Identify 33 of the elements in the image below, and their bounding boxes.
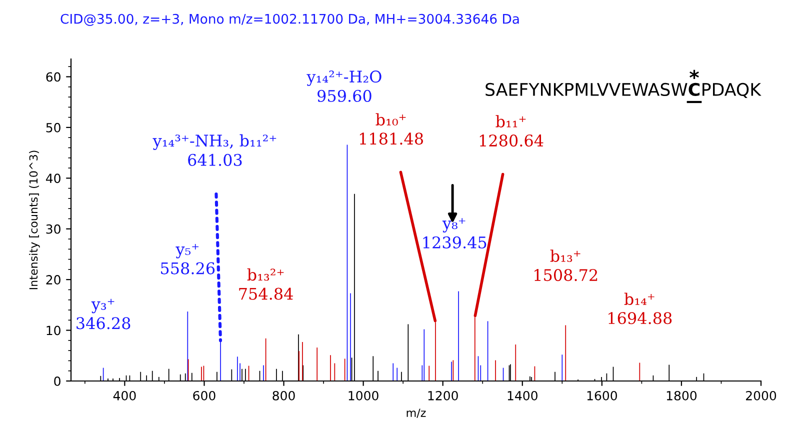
y-axis-title: Intensity [counts] (10^3) — [29, 150, 40, 290]
y-tick-label: 40 — [46, 174, 60, 184]
x-tick-label: 1000 — [348, 390, 378, 400]
x-tick-label: 1600 — [587, 390, 617, 400]
annotation: y₅⁺ 558.26 — [161, 244, 215, 274]
y-tick-label: 30 — [46, 224, 60, 234]
annotation: y₈⁺ 1239.45 — [423, 218, 486, 248]
annotation: y₃⁺ 346.28 — [76, 298, 130, 330]
x-tick-label: 600 — [193, 390, 216, 400]
y-tick-label: 10 — [46, 326, 60, 336]
annotation: PDAQK — [702, 82, 762, 98]
x-tick-label: 1200 — [428, 390, 458, 400]
y-tick-label: 50 — [46, 122, 60, 132]
annotation: b₁₁⁺ 1280.64 — [480, 115, 544, 147]
chart-title: CID@35.00, z=+3, Mono m/z=1002.11700 Da, MH+=3004.33646 Da — [60, 14, 519, 26]
annotation: y₁₄²⁺-H₂O 959.60 — [306, 70, 382, 102]
x-axis-title: m/z — [406, 408, 426, 418]
y-tick-label: 0 — [54, 376, 60, 386]
x-tick-label: 1400 — [508, 390, 538, 400]
annotation: * — [690, 70, 699, 79]
x-tick-label: 1800 — [666, 390, 697, 400]
annotation: b₁₄⁺ 1694.88 — [608, 292, 672, 324]
annotation: C — [688, 82, 700, 96]
y-tick-label: 20 — [46, 275, 60, 285]
y-tick-label: 60 — [46, 72, 60, 82]
x-tick-label: 2000 — [746, 390, 776, 400]
annotation: b₁₃²⁺ 754.84 — [239, 268, 293, 300]
annotation: b₁₀⁺ 1181.48 — [360, 113, 423, 145]
x-tick-label: 800 — [272, 390, 295, 400]
annotation: SAEFYNKPMLVVEWASW — [486, 82, 688, 96]
annotation: b₁₃⁺ 1508.72 — [534, 250, 598, 282]
x-tick-label: 400 — [113, 390, 136, 400]
annotation: y₁₄³⁺-NH₃, b₁₁²⁺ 641.03 — [152, 134, 276, 166]
